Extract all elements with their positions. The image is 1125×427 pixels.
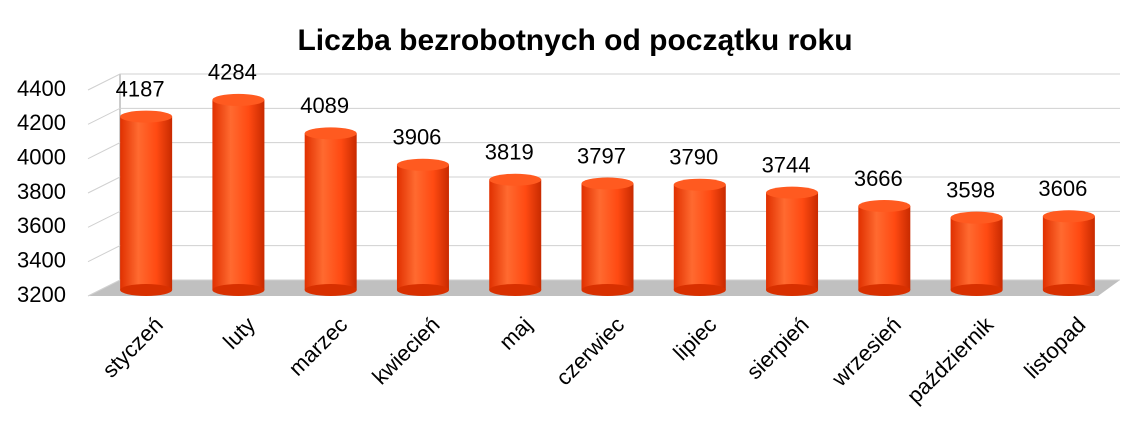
bar-bottom	[120, 284, 173, 296]
bar-bottom	[581, 284, 634, 296]
x-tick-label: sierpień	[742, 312, 814, 384]
bar-top	[1042, 210, 1095, 223]
y-tick-label: 3600	[17, 213, 66, 238]
bar	[304, 133, 357, 290]
bar-top	[766, 186, 819, 199]
bar-bottom	[304, 284, 357, 296]
bar-top	[304, 127, 357, 140]
x-tick-label: listopad	[1019, 312, 1090, 383]
y-tick-label: 3200	[17, 282, 66, 307]
value-label: 4187	[116, 76, 165, 101]
y-tick-label: 4000	[17, 144, 66, 169]
value-label: 3744	[762, 152, 811, 177]
bar	[120, 116, 173, 290]
grid-line	[87, 176, 1120, 194]
value-label: 3598	[946, 177, 995, 202]
x-tick-label: marzec	[284, 312, 353, 381]
value-label: 3819	[485, 140, 534, 165]
value-label: 4284	[208, 60, 257, 85]
bar	[950, 217, 1003, 290]
bar-bottom	[212, 284, 265, 296]
value-label: 3790	[669, 145, 718, 170]
y-tick-label: 4200	[17, 110, 66, 135]
bar-top	[673, 178, 726, 191]
bar-bottom	[950, 284, 1003, 296]
x-tick-label: maj	[494, 312, 537, 355]
bar-top	[858, 200, 911, 213]
value-label: 3906	[392, 125, 441, 150]
x-tick-label: wrzesień	[826, 312, 906, 392]
y-tick-label: 4400	[17, 76, 66, 101]
bar	[673, 184, 726, 290]
bar-bottom	[858, 284, 911, 296]
bar-top	[581, 177, 634, 190]
bar-bottom	[489, 284, 542, 296]
grid-line	[87, 142, 1120, 160]
bar-top	[120, 110, 173, 123]
bar	[766, 192, 819, 290]
bar-bottom	[1042, 284, 1095, 296]
x-tick-label: czerwiec	[551, 312, 629, 390]
bar-bottom	[766, 284, 819, 296]
bar	[1042, 216, 1095, 290]
bar-top	[396, 158, 449, 171]
y-tick-label: 3800	[17, 179, 66, 204]
bar-bottom	[673, 284, 726, 296]
y-tick-label: 3400	[17, 247, 66, 272]
bar-top	[489, 173, 542, 186]
bar-bottom	[396, 284, 449, 296]
grid-line	[87, 107, 1120, 125]
bar	[396, 164, 449, 290]
bar	[212, 99, 265, 290]
value-label: 3666	[854, 166, 903, 191]
bar	[858, 206, 911, 290]
x-tick-label: lipiec	[668, 312, 721, 365]
bar	[581, 183, 634, 290]
x-tick-label: luty	[218, 312, 260, 354]
value-label: 3606	[1038, 176, 1087, 201]
x-tick-label: kwiecień	[367, 312, 444, 389]
x-tick-label: październik	[902, 311, 999, 408]
value-label: 4089	[300, 93, 349, 118]
grid-line	[87, 73, 1120, 91]
chart-title: Liczba bezrobotnych od początku roku	[297, 24, 852, 57]
x-tick-label: styczeń	[97, 312, 167, 382]
bar	[489, 179, 542, 290]
bar-top	[212, 93, 265, 106]
bar-top	[950, 211, 1003, 224]
value-label: 3797	[577, 143, 626, 168]
